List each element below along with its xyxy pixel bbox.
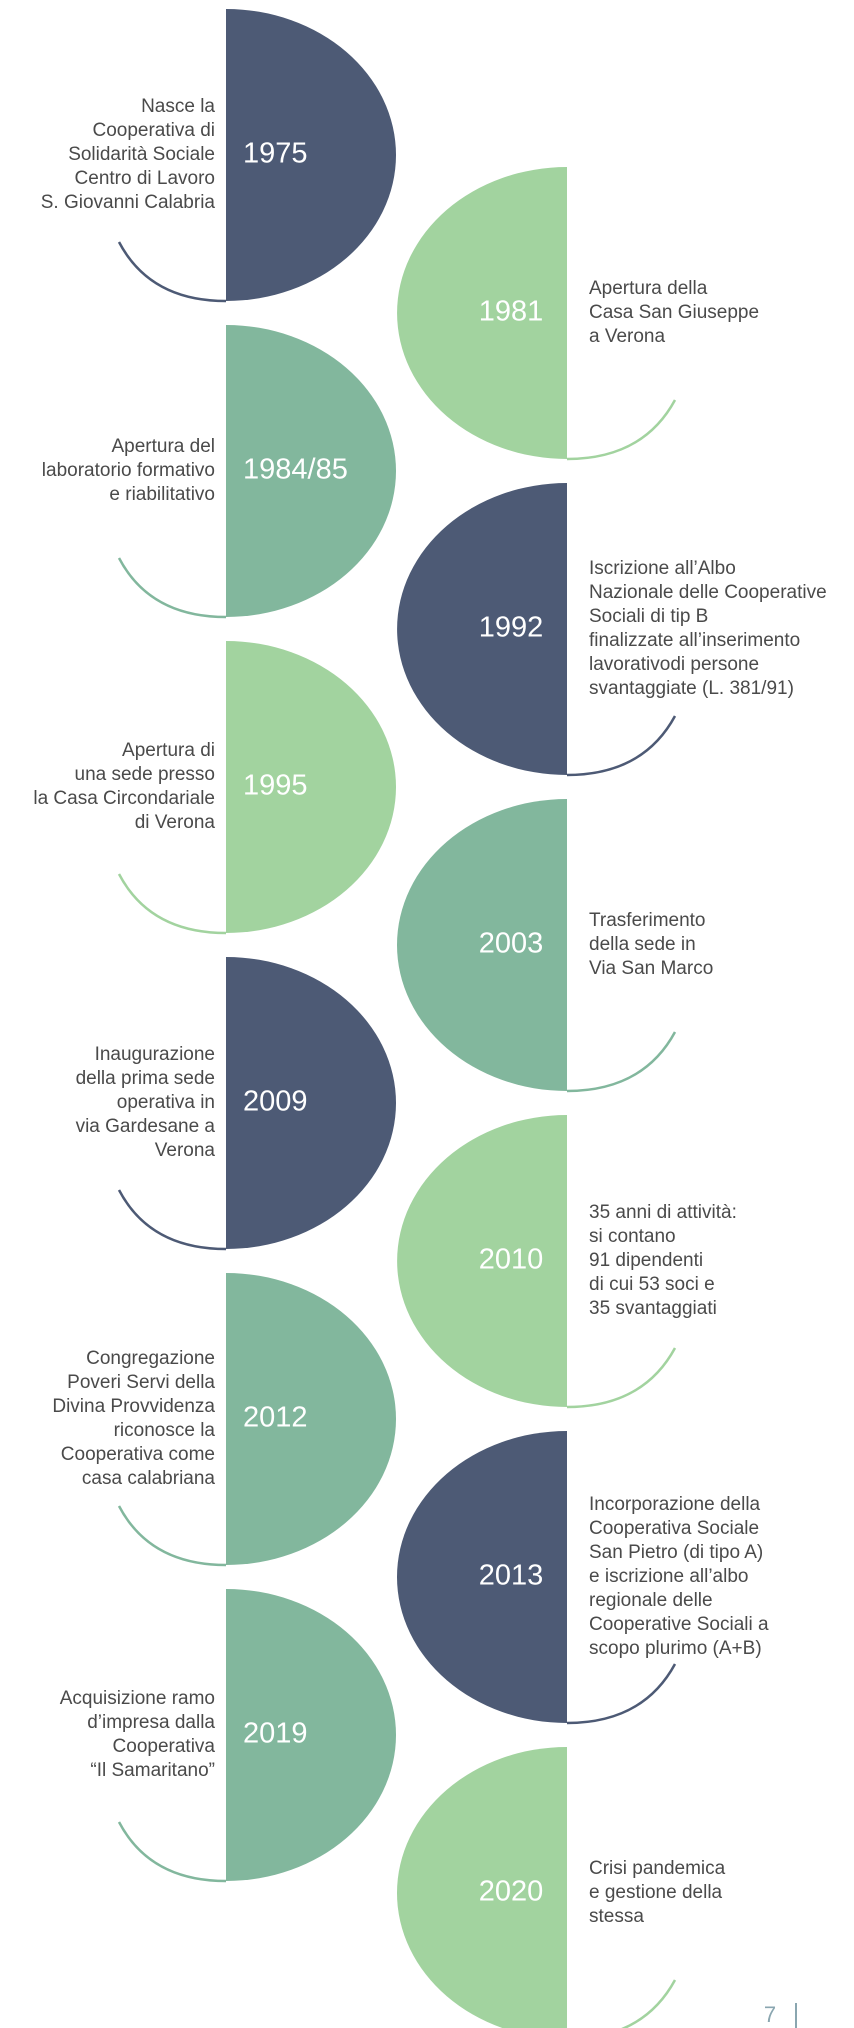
- description-line: Apertura di: [122, 740, 215, 761]
- description-line: Crisi pandemica: [589, 1858, 726, 1879]
- description-line: svantaggiate (L. 381/91): [589, 678, 794, 699]
- tail-arc: [117, 557, 227, 619]
- year: 2003: [479, 928, 544, 960]
- half-circle: [226, 1589, 396, 1881]
- description-line: Cooperativa come: [61, 1444, 215, 1465]
- page-number: 7: [764, 2002, 776, 2027]
- description-line: regionale delle: [589, 1590, 713, 1611]
- description-line: di cui 53 soci e: [589, 1274, 715, 1295]
- description-line: San Pietro (di tipo A): [589, 1542, 763, 1563]
- half-circle: [226, 325, 396, 617]
- year: 2013: [479, 1560, 544, 1592]
- half-circle: [226, 957, 396, 1249]
- description-line: e iscrizione all’albo: [589, 1566, 748, 1587]
- description-line: si contano: [589, 1226, 676, 1247]
- description-line: casa calabriana: [82, 1468, 216, 1489]
- tail-arc: [117, 1821, 227, 1883]
- description-line: Verona: [155, 1140, 216, 1161]
- description-line: Solidarità Sociale: [68, 144, 215, 165]
- description-line: Poveri Servi della: [67, 1372, 215, 1393]
- description-line: Incorporazione della: [589, 1494, 761, 1515]
- description-line: Cooperativa: [113, 1736, 216, 1757]
- tail-arc: [566, 1347, 677, 1409]
- year: 2020: [479, 1876, 544, 1908]
- year: 1975: [243, 138, 308, 170]
- description-line: Apertura della: [589, 278, 708, 299]
- description-line: scopo plurimo (A+B): [589, 1638, 762, 1659]
- year: 1992: [479, 612, 544, 644]
- description-line: S. Giovanni Calabria: [41, 192, 216, 213]
- description-line: della prima sede: [76, 1068, 215, 1089]
- description-line: lavorativodi persone: [589, 654, 759, 675]
- description-line: 91 dipendenti: [589, 1250, 703, 1271]
- description-line: Nazionale delle Cooperative: [589, 582, 827, 603]
- tail-arc: [117, 1189, 227, 1251]
- tail-arc: [566, 1031, 677, 1093]
- description-line: Iscrizione all’Albo: [589, 558, 736, 579]
- tail-arc: [117, 1505, 227, 1567]
- tail-arc: [117, 241, 227, 303]
- year: 2010: [479, 1244, 544, 1276]
- tail-arc: [621, 1979, 677, 2028]
- half-circle: [397, 167, 567, 459]
- description-line: finalizzate all’inserimento: [589, 630, 800, 651]
- description-line: stessa: [589, 1906, 644, 1927]
- description-line: della sede in: [589, 934, 696, 955]
- year: 1981: [479, 296, 544, 328]
- half-circle: [226, 641, 396, 933]
- description-line: 35 anni di attività:: [589, 1202, 737, 1223]
- half-circle: [226, 9, 396, 301]
- description-line: Congregazione: [86, 1348, 215, 1369]
- tail-arc: [566, 715, 677, 777]
- tail-arc: [566, 399, 677, 461]
- year: 2019: [243, 1718, 308, 1750]
- description-line: Sociali di tip B: [589, 606, 708, 627]
- tail-arc: [117, 873, 227, 935]
- description-line: riconosce la: [114, 1420, 216, 1441]
- description-line: operativa in: [117, 1092, 215, 1113]
- description-line: Nasce la: [141, 96, 215, 117]
- description-line: Apertura del: [111, 436, 215, 457]
- description-line: Via San Marco: [589, 958, 713, 979]
- year: 2012: [243, 1402, 308, 1434]
- description-line: Acquisizione ramo: [60, 1688, 215, 1709]
- description-line: laboratorio formativo: [42, 460, 215, 481]
- description-line: “Il Samaritano”: [90, 1760, 215, 1781]
- description-line: Cooperativa di: [92, 120, 215, 141]
- description-line: di Verona: [135, 812, 216, 833]
- half-circle: [397, 1115, 567, 1407]
- description-line: Casa San Giuseppe: [589, 302, 759, 323]
- year: 1995: [243, 770, 308, 802]
- year: 2009: [243, 1086, 308, 1118]
- description-line: a Verona: [589, 326, 665, 347]
- half-circle: [226, 1273, 396, 1565]
- description-line: e riabilitativo: [109, 484, 215, 505]
- description-line: 35 svantaggiati: [589, 1298, 717, 1319]
- year: 1984/85: [243, 454, 348, 486]
- description-line: e gestione della: [589, 1882, 723, 1903]
- description-line: la Casa Circondariale: [33, 788, 215, 809]
- description-line: Cooperative Sociali a: [589, 1614, 769, 1635]
- description-line: Divina Provvidenza: [52, 1396, 215, 1417]
- description-line: via Gardesane a: [76, 1116, 216, 1137]
- description-line: Inaugurazione: [95, 1044, 215, 1065]
- description-line: Cooperativa Sociale: [589, 1518, 759, 1539]
- description-line: Trasferimento: [589, 910, 706, 931]
- half-circle: [397, 1431, 567, 1723]
- half-circle: [397, 1747, 567, 2028]
- tail-arc: [566, 1663, 677, 1725]
- half-circle: [397, 483, 567, 775]
- description-line: Centro di Lavoro: [75, 168, 215, 189]
- description-line: d’impresa dalla: [87, 1712, 215, 1733]
- half-circle: [397, 799, 567, 1091]
- description-line: una sede presso: [75, 764, 216, 785]
